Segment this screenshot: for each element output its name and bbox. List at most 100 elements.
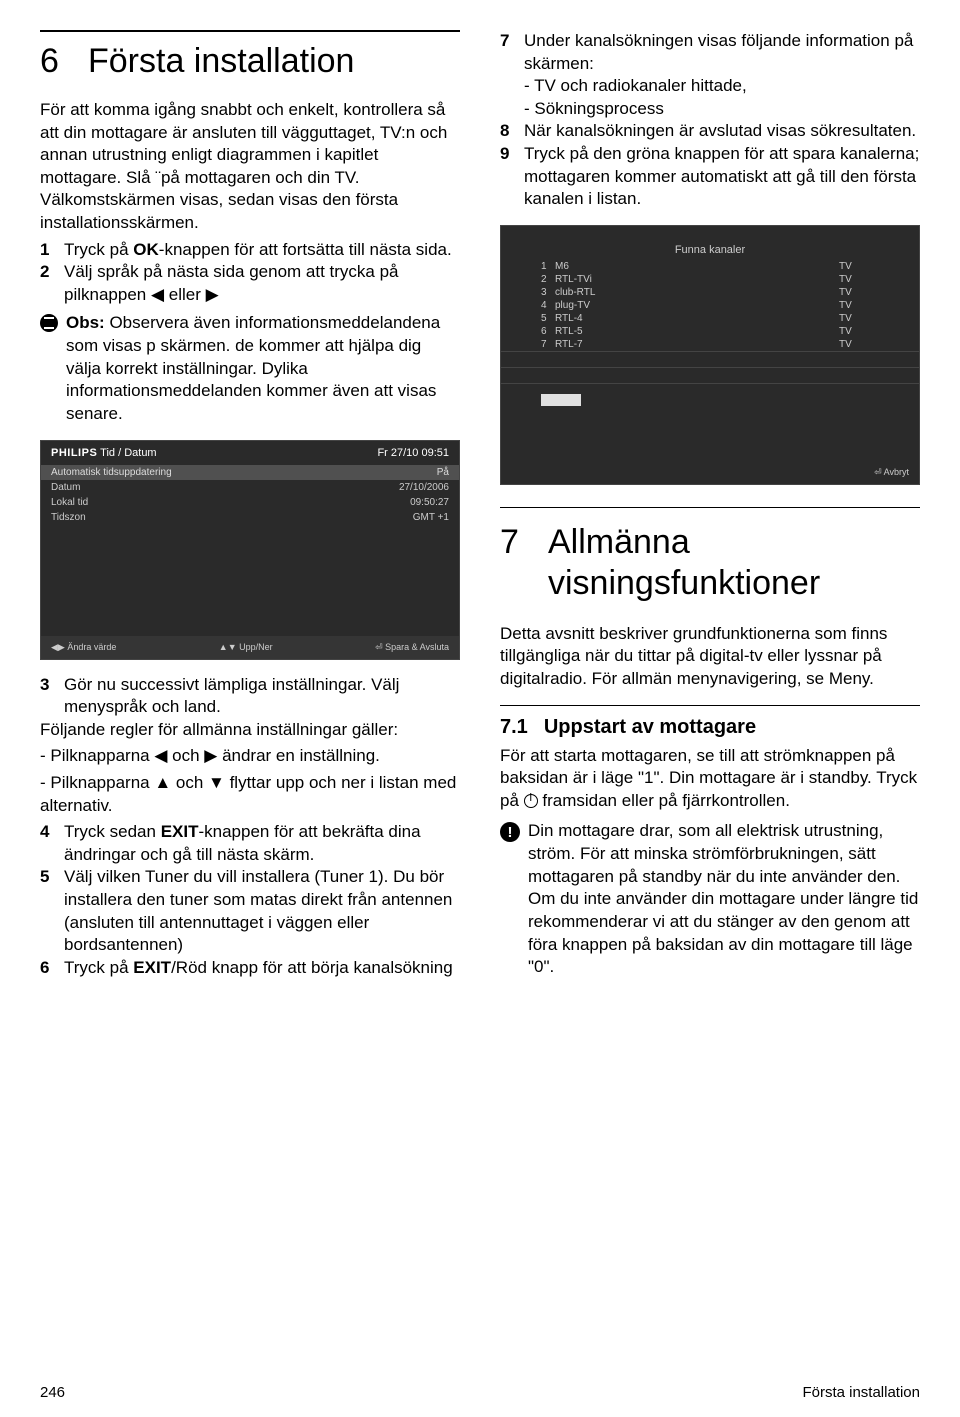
ch-name: club-RTL xyxy=(555,287,839,298)
ch-name: plug-TV xyxy=(555,300,839,311)
paragraph: Detta avsnitt beskriver grundfunktionern… xyxy=(500,623,920,691)
warning-text: Din mottagare drar, som all elektrisk ut… xyxy=(528,820,920,978)
step-text: Tryck på OK-knappen för att fortsätta ti… xyxy=(64,239,460,262)
idx: 2 xyxy=(541,274,555,285)
step-number: 9 xyxy=(500,143,524,211)
sh-channel-row: 2RTL-TViTV xyxy=(501,273,919,286)
brand-label: PHILIPS Tid / Datum xyxy=(51,447,157,459)
screenshot-funna-kanaler: Funna kanaler 1M6TV 2RTL-TViTV 3club-RTL… xyxy=(500,225,920,485)
sh-channel-row: 3club-RTLTV xyxy=(501,286,919,299)
sh-label: Lokal tid xyxy=(51,497,88,508)
subheading: 7.1 Uppstart av mottagare xyxy=(500,716,920,739)
exit-bold: EXIT xyxy=(161,822,199,841)
step-2: 2 Välj språk på nästa sida genom att try… xyxy=(40,261,460,306)
text: Tryck sedan xyxy=(64,822,161,841)
chapter-number: 7 xyxy=(500,523,524,562)
obs-note: Obs: Observera även informationsmeddelan… xyxy=(40,312,460,425)
text: framsidan eller på fjärrkontrollen. xyxy=(538,791,790,810)
step-text: Under kanalsökningen visas följande info… xyxy=(524,30,920,120)
rule xyxy=(500,507,920,508)
bullet: - Sökningsprocess xyxy=(524,99,664,118)
screenshot-header: PHILIPS Tid / Datum Fr 27/10 09:51 xyxy=(41,441,459,465)
sh-cancel: ⏎ Avbryt xyxy=(501,461,919,484)
step-6: 6 Tryck på EXIT/Röd knapp för att börja … xyxy=(40,957,460,980)
rules-intro: Följande regler för allmänna inställning… xyxy=(40,719,460,742)
step-4: 4 Tryck sedan EXIT-knappen för att bekrä… xyxy=(40,821,460,866)
step-number: 5 xyxy=(40,866,64,956)
ch-name: RTL-TVi xyxy=(555,274,839,285)
ch-name: RTL-4 xyxy=(555,313,839,324)
chapter-title: Allmänna visningsfunktioner xyxy=(548,522,920,605)
sh-channel-row: 7RTL-7TV xyxy=(501,338,919,352)
idx: 3 xyxy=(541,287,555,298)
rule xyxy=(500,705,920,706)
ch-type: TV xyxy=(839,326,879,337)
idx: 4 xyxy=(541,300,555,311)
sh-value: På xyxy=(437,467,449,478)
step-text: Tryck sedan EXIT-knappen för att bekräft… xyxy=(64,821,460,866)
sh-datetime: Fr 27/10 09:51 xyxy=(377,447,449,459)
subhead-title: Uppstart av mottagare xyxy=(544,716,756,738)
ch-type: TV xyxy=(839,339,879,350)
text: Tryck på xyxy=(64,958,133,977)
idx: 7 xyxy=(541,339,555,350)
step-9: 9 Tryck på den gröna knappen för att spa… xyxy=(500,143,920,211)
right-column: 7 Under kanalsökningen visas följande in… xyxy=(500,30,920,1340)
step-7: 7 Under kanalsökningen visas följande in… xyxy=(500,30,920,120)
text: Under kanalsökningen visas följande info… xyxy=(524,31,913,73)
chapter-title: Första installation xyxy=(88,42,354,81)
note-icon xyxy=(40,314,58,332)
ch-type: TV xyxy=(839,261,879,272)
brand: PHILIPS xyxy=(51,447,97,459)
power-icon xyxy=(524,794,538,808)
exit-bold: EXIT xyxy=(133,958,171,977)
sh-label: Automatisk tidsuppdatering xyxy=(51,467,172,478)
ok-bold: OK xyxy=(133,240,159,259)
footer-section: Första installation xyxy=(802,1384,920,1401)
step-number: 7 xyxy=(500,30,524,120)
note-text: Obs: Observera även informationsmeddelan… xyxy=(66,312,460,425)
warning-icon: ! xyxy=(500,822,520,842)
sh-channel-row: 4plug-TVTV xyxy=(501,299,919,312)
sh-hint: ⏎ Spara & Avsluta xyxy=(375,642,449,653)
sh-hint: ◀▶ Ändra värde xyxy=(51,642,116,653)
step-1: 1 Tryck på OK-knappen för att fortsätta … xyxy=(40,239,460,262)
idx: 5 xyxy=(541,313,555,324)
intro-paragraph: För att komma igång snabbt och enkelt, k… xyxy=(40,99,460,235)
sh-title: Funna kanaler xyxy=(501,240,919,260)
chapter-number: 6 xyxy=(40,42,64,81)
sh-value: 27/10/2006 xyxy=(399,482,449,493)
chapter-heading: 7 Allmänna visningsfunktioner xyxy=(500,522,920,605)
sh-label: Tidszon xyxy=(51,512,86,523)
screenshot-tid-datum: PHILIPS Tid / Datum Fr 27/10 09:51 Autom… xyxy=(40,440,460,660)
step-number: 8 xyxy=(500,120,524,143)
subhead-number: 7.1 xyxy=(500,716,528,738)
step-3: 3 Gör nu successivt lämpliga inställning… xyxy=(40,674,460,719)
sh-footer: ◀▶ Ändra värde ▲▼ Upp/Ner ⏎ Spara & Avsl… xyxy=(41,636,459,659)
step-text: Välj vilken Tuner du vill installera (Tu… xyxy=(64,866,460,956)
text: -knappen för att fortsätta till nästa si… xyxy=(159,240,452,259)
paragraph: För att starta mottagaren, se till att s… xyxy=(500,745,920,813)
idx: 1 xyxy=(541,261,555,272)
step-text: Tryck på EXIT/Röd knapp för att börja ka… xyxy=(64,957,460,980)
obs-label: Obs: xyxy=(66,313,105,332)
rule-item: - Pilknapparna ▲ och ▼ flyttar upp och n… xyxy=(40,772,460,817)
idx: 6 xyxy=(541,326,555,337)
sh-channel-row: 6RTL-5TV xyxy=(501,325,919,338)
ch-type: TV xyxy=(839,300,879,311)
sh-value: 09:50:27 xyxy=(410,497,449,508)
step-number: 4 xyxy=(40,821,64,866)
step-text: Välj språk på nästa sida genom att tryck… xyxy=(64,261,460,306)
text: /Röd knapp för att börja kanalsökning xyxy=(171,958,453,977)
sh-hint: ▲▼ Upp/Ner xyxy=(219,642,273,653)
step-number: 1 xyxy=(40,239,64,262)
sh-label: Datum xyxy=(51,482,80,493)
step-5: 5 Välj vilken Tuner du vill installera (… xyxy=(40,866,460,956)
ch-name: RTL-7 xyxy=(555,339,839,350)
step-number: 3 xyxy=(40,674,64,719)
step-text: Gör nu successivt lämpliga inställningar… xyxy=(64,674,460,719)
sh-row: Lokal tid 09:50:27 xyxy=(41,495,459,510)
step-8: 8 När kanalsökningen är avslutad visas s… xyxy=(500,120,920,143)
rule-item: - Pilknapparna ◀ och ▶ ändrar en inställ… xyxy=(40,745,460,768)
ch-name: M6 xyxy=(555,261,839,272)
